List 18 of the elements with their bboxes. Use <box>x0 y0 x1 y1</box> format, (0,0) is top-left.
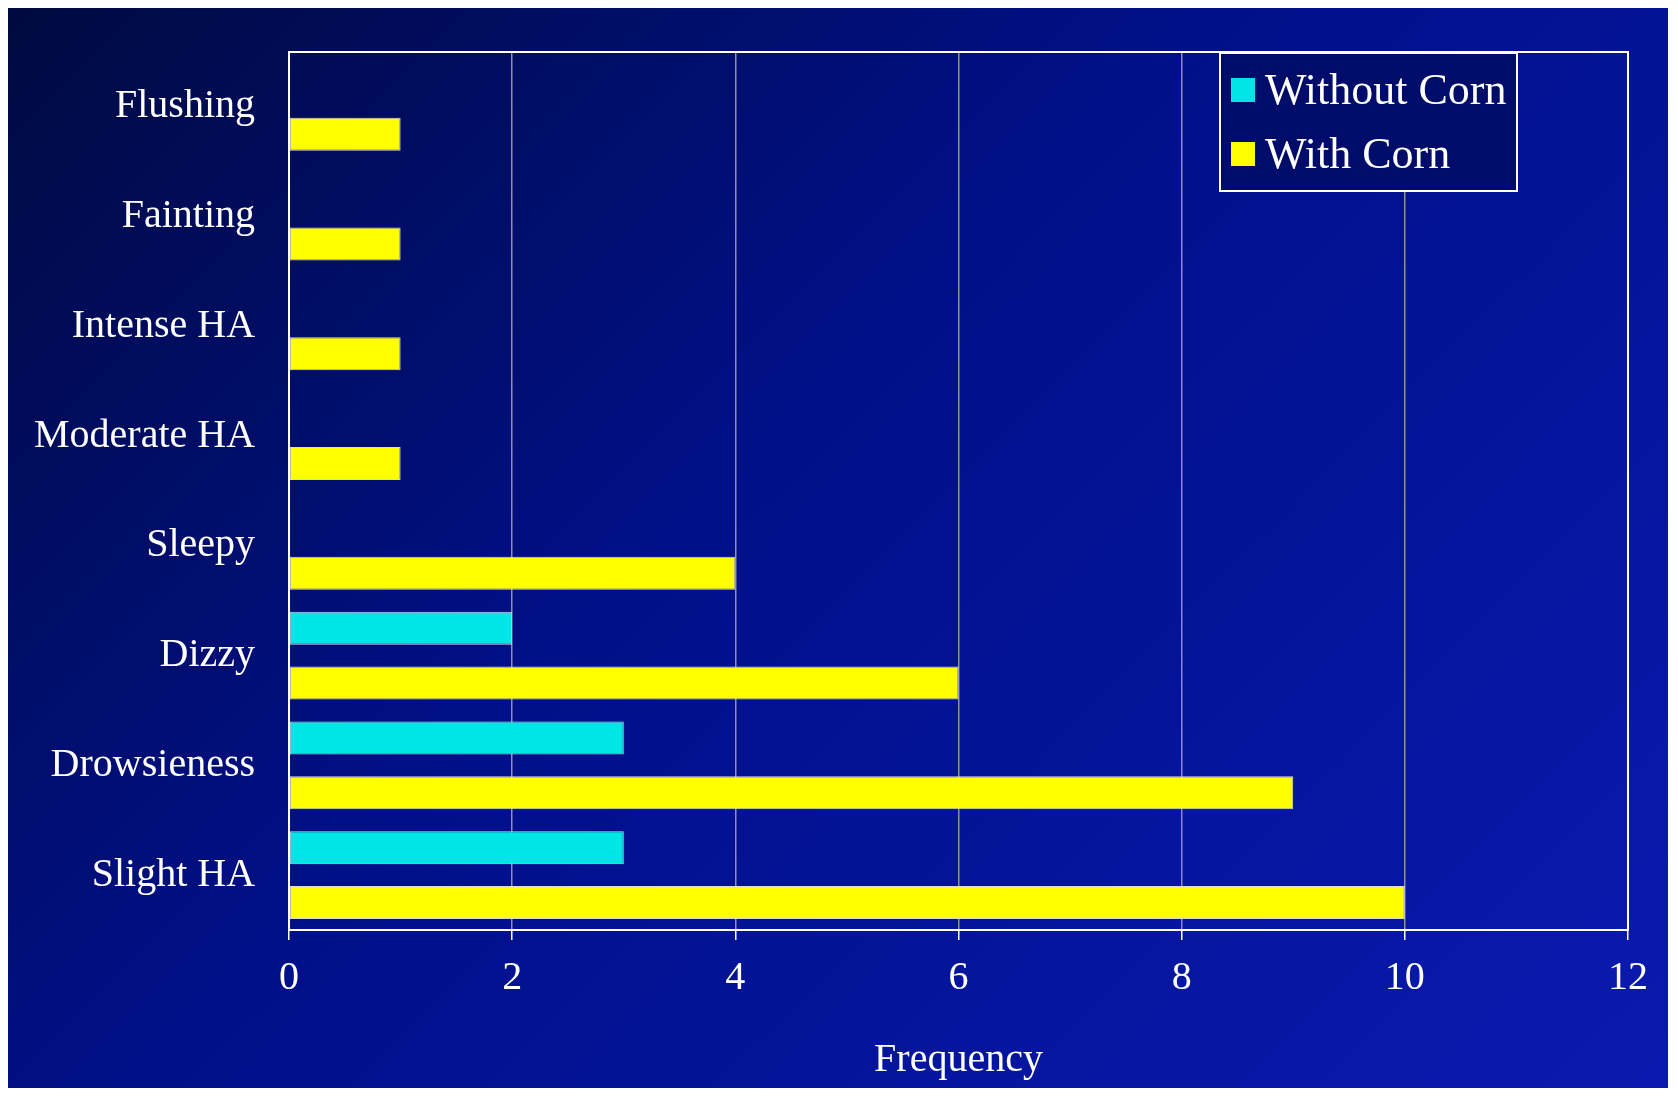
y-tick-label: Moderate HA <box>33 410 256 456</box>
x-axis-title: Frequency <box>874 1034 1043 1080</box>
x-tick-label: 2 <box>502 952 523 998</box>
x-tick-label: 6 <box>948 952 969 998</box>
x-tick-label: 10 <box>1384 952 1425 998</box>
legend-label: Without Corn <box>1265 64 1507 116</box>
x-tick-label: 8 <box>1171 952 1192 998</box>
x-tick-label: 4 <box>725 952 746 998</box>
y-tick-label: Sleepy <box>146 520 256 566</box>
y-tick-label: Dizzy <box>159 630 256 676</box>
y-tick-label: Slight HA <box>91 849 256 895</box>
x-tick-label: 0 <box>279 952 300 998</box>
y-tick-label: Fainting <box>121 191 256 237</box>
y-tick-label: Intense HA <box>71 300 256 346</box>
y-tick-label: Drowsieness <box>50 739 256 785</box>
legend-label: With Corn <box>1265 128 1451 180</box>
x-tick-label: 12 <box>1608 952 1648 998</box>
y-tick-label: Flushing <box>114 81 256 127</box>
